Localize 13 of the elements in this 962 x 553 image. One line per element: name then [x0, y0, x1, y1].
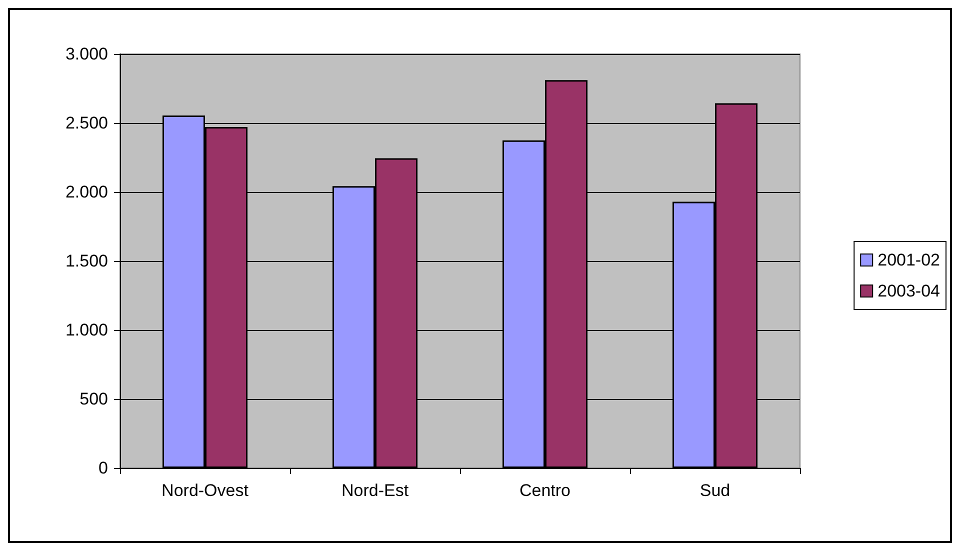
x-tick-label: Centro — [519, 481, 571, 500]
y-tick-label: 1.000 — [65, 320, 108, 340]
y-tick-label: 3.000 — [65, 44, 108, 64]
legend-label: 2001-02 — [878, 250, 940, 270]
y-tick-label: 500 — [80, 390, 108, 408]
x-tick-label: Sud — [700, 481, 730, 500]
y-tick-label: 2.500 — [65, 114, 108, 132]
x-tick-label: Nord-Ovest — [162, 481, 249, 500]
legend-label: 2003-04 — [878, 282, 940, 300]
y-tick-label: 2.000 — [65, 182, 108, 202]
y-tick-label: 1.500 — [65, 252, 108, 270]
y-tick-label: 0 — [98, 458, 108, 478]
x-tick-label: Nord-Est — [341, 481, 409, 500]
